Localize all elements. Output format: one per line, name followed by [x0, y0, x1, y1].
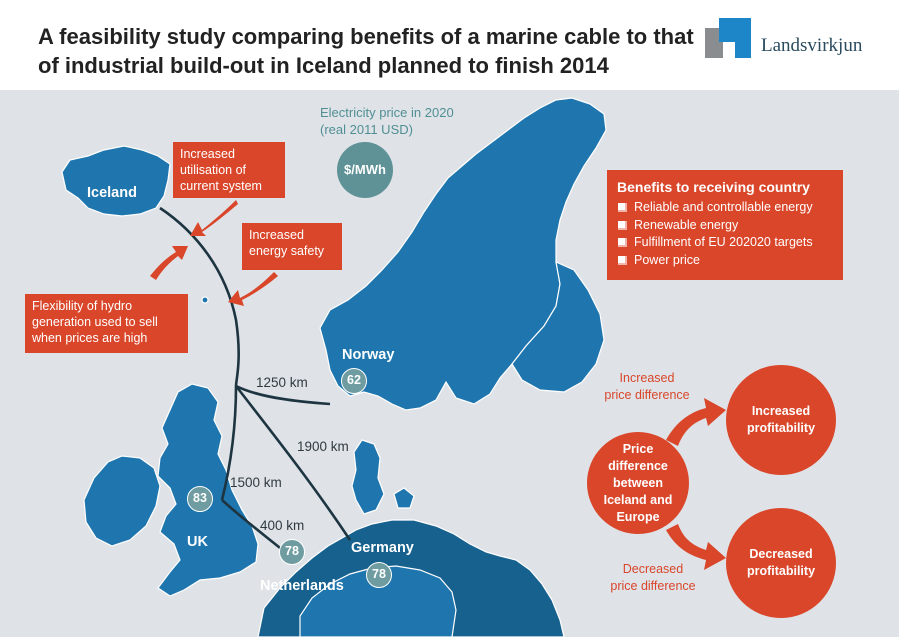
cable-germany [234, 385, 352, 541]
country-label-netherlands: Netherlands [260, 578, 344, 594]
benefit-item-label: Reliable and controllable energy [634, 200, 813, 214]
price-legend-caption: Electricity price in 2020 (real 2011 USD… [320, 105, 454, 137]
price-bubble-uk: 83 [187, 486, 213, 512]
benefit-item: Power price [617, 252, 833, 270]
benefit-item: Fulfillment of EU 202020 targets [617, 234, 833, 252]
cable-uk [220, 385, 238, 501]
callout-utilisation: Increased utilisation of current system [173, 142, 285, 198]
bullet-icon [618, 255, 627, 265]
arrow-hydro [150, 246, 188, 280]
ireland-shape [83, 455, 161, 547]
callout-energy-safety: Increased energy safety [242, 223, 342, 270]
logo: Landsvirkjun [705, 18, 895, 58]
arrow-utilisation [190, 200, 238, 236]
country-label-germany: Germany [351, 540, 414, 556]
distance-uk: 1500 km [230, 475, 282, 490]
benefit-item-label: Fulfillment of EU 202020 targets [634, 235, 813, 249]
faroe-shape [201, 296, 209, 304]
price-unit-bubble: $/MWh [337, 142, 393, 198]
arrow-energy-safety [228, 272, 278, 306]
arrow-increased [666, 398, 726, 446]
bullet-icon [618, 220, 627, 230]
arrow-decreased [666, 524, 726, 570]
denmark-shape [351, 439, 385, 515]
callout-hydro: Flexibility of hydro generation used to … [25, 294, 188, 353]
flow-label-decreased: Decreased price difference [610, 562, 696, 593]
danish-island-shape [393, 487, 415, 509]
country-label-norway: Norway [342, 347, 395, 363]
cable-iceland-trunk [159, 206, 240, 387]
cable-norway [235, 384, 331, 406]
benefits-title: Benefits to receiving country [617, 179, 810, 195]
country-label-iceland: Iceland [87, 185, 137, 201]
distance-germany: 1900 km [297, 439, 349, 454]
price-bubble-netherlands: 78 [279, 539, 305, 565]
benefit-item-label: Renewable energy [634, 217, 739, 232]
price-bubble-germany: 78 [366, 562, 392, 588]
price-difference-circle: Price difference between Iceland and Eur… [587, 432, 689, 534]
bullet-icon [618, 203, 627, 212]
price-bubble-norway: 62 [341, 368, 367, 394]
benefit-item: Reliable and controllable energy [617, 199, 833, 217]
distance-norway: 1250 km [256, 375, 308, 390]
landsvirkjun-logo-icon [705, 18, 751, 58]
result-increased-profitability: Increased profitability [726, 365, 836, 475]
logo-text: Landsvirkjun [761, 35, 863, 56]
finland-shape [511, 260, 605, 393]
benefit-item-label: Power price [634, 252, 700, 267]
continental-north-coast-shape [299, 565, 457, 637]
country-label-uk: UK [187, 534, 208, 550]
iceland-shape [61, 145, 171, 217]
bullet-icon [618, 238, 627, 247]
result-decreased-profitability: Decreased profitability [726, 508, 836, 618]
benefit-item: Renewable energy [617, 217, 833, 235]
header: A feasibility study comparing benefits o… [0, 0, 899, 90]
scandinavia-shape [319, 97, 607, 411]
flow-label-increased: Increased price difference [604, 371, 690, 402]
page-title: A feasibility study comparing benefits o… [38, 24, 694, 78]
benefits-box: Benefits to receiving country Reliable a… [607, 170, 843, 280]
distance-netherlands: 400 km [260, 518, 305, 533]
